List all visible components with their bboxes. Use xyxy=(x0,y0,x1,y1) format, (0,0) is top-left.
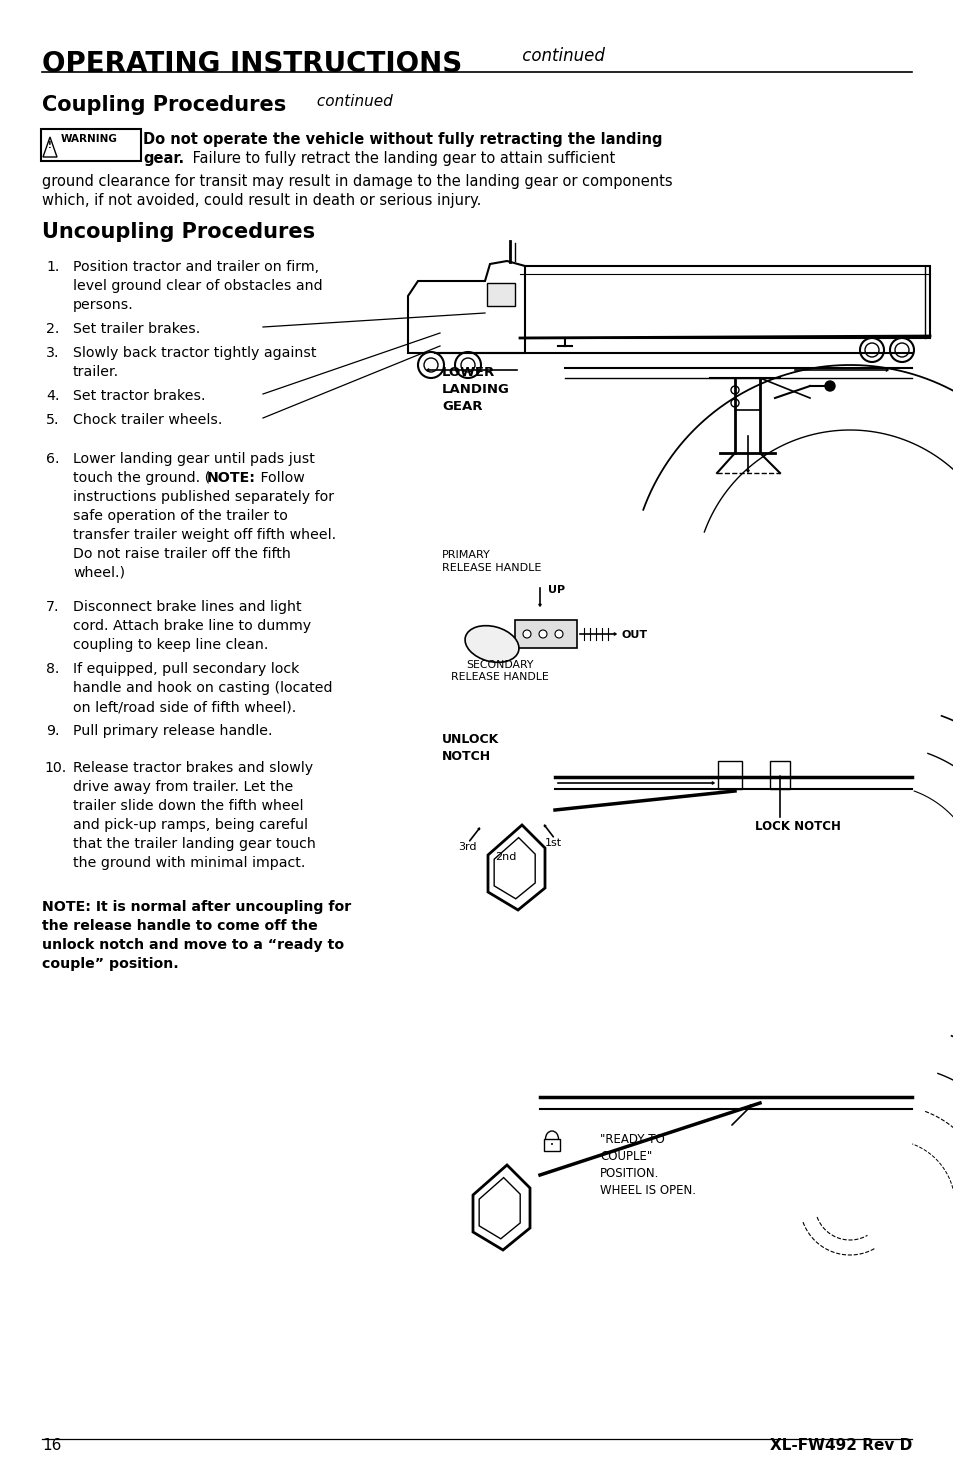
Text: which, if not avoided, could result in death or serious injury.: which, if not avoided, could result in d… xyxy=(42,193,481,208)
Text: 16: 16 xyxy=(42,1438,61,1453)
Text: NOTE:: NOTE: xyxy=(207,471,255,485)
Text: 1.: 1. xyxy=(46,260,59,274)
Circle shape xyxy=(455,353,480,378)
Text: 2nd: 2nd xyxy=(495,853,516,861)
Text: continued: continued xyxy=(312,94,393,109)
Text: Set trailer brakes.: Set trailer brakes. xyxy=(73,322,200,336)
Text: and pick-up ramps, being careful: and pick-up ramps, being careful xyxy=(73,819,308,832)
Polygon shape xyxy=(488,825,544,910)
Polygon shape xyxy=(494,838,535,898)
Circle shape xyxy=(730,386,739,394)
Circle shape xyxy=(894,344,908,357)
Circle shape xyxy=(730,400,739,407)
Text: "READY TO
COUPLE"
POSITION.
WHEEL IS OPEN.: "READY TO COUPLE" POSITION. WHEEL IS OPE… xyxy=(599,1133,696,1198)
Text: 7.: 7. xyxy=(46,600,59,614)
Text: LOWER
LANDING
GEAR: LOWER LANDING GEAR xyxy=(441,366,509,413)
Bar xyxy=(769,761,789,789)
Text: gear.: gear. xyxy=(143,150,184,165)
Text: Coupling Procedures: Coupling Procedures xyxy=(42,94,286,115)
Text: Disconnect brake lines and light: Disconnect brake lines and light xyxy=(73,600,301,614)
Text: SECONDARY
RELEASE HANDLE: SECONDARY RELEASE HANDLE xyxy=(451,659,548,683)
Text: touch the ground. (: touch the ground. ( xyxy=(73,471,210,485)
Text: 8.: 8. xyxy=(46,662,59,676)
Text: Set tractor brakes.: Set tractor brakes. xyxy=(73,389,205,403)
Circle shape xyxy=(423,358,437,372)
Text: trailer slide down the fifth wheel: trailer slide down the fifth wheel xyxy=(73,799,303,813)
Text: instructions published separately for: instructions published separately for xyxy=(73,490,334,504)
Bar xyxy=(543,1139,559,1150)
Polygon shape xyxy=(43,137,57,156)
Text: handle and hook on casting (located: handle and hook on casting (located xyxy=(73,681,333,695)
Text: 4.: 4. xyxy=(46,389,59,403)
Polygon shape xyxy=(473,1165,530,1249)
FancyBboxPatch shape xyxy=(41,128,141,161)
Text: persons.: persons. xyxy=(73,298,133,313)
Text: drive away from trailer. Let the: drive away from trailer. Let the xyxy=(73,780,293,794)
Text: 6.: 6. xyxy=(46,451,59,466)
Text: on left/road side of fifth wheel).: on left/road side of fifth wheel). xyxy=(73,701,296,714)
Text: level ground clear of obstacles and: level ground clear of obstacles and xyxy=(73,279,322,294)
Text: OPERATING INSTRUCTIONS: OPERATING INSTRUCTIONS xyxy=(42,50,462,78)
Text: coupling to keep line clean.: coupling to keep line clean. xyxy=(73,639,268,652)
Circle shape xyxy=(522,630,531,639)
Text: !: ! xyxy=(48,140,51,149)
Text: UP: UP xyxy=(547,586,564,594)
Bar xyxy=(718,761,741,789)
Text: 10.: 10. xyxy=(44,761,66,774)
Text: WARNING: WARNING xyxy=(60,134,117,145)
Text: Release tractor brakes and slowly: Release tractor brakes and slowly xyxy=(73,761,313,774)
Text: Do not operate the vehicle without fully retracting the landing: Do not operate the vehicle without fully… xyxy=(143,131,661,148)
Text: trailer.: trailer. xyxy=(73,364,119,379)
Circle shape xyxy=(417,353,443,378)
Text: Chock trailer wheels.: Chock trailer wheels. xyxy=(73,413,222,426)
Text: Lower landing gear until pads just: Lower landing gear until pads just xyxy=(73,451,314,466)
Circle shape xyxy=(824,381,834,391)
Text: Position tractor and trailer on firm,: Position tractor and trailer on firm, xyxy=(73,260,319,274)
Text: 3rd: 3rd xyxy=(457,842,476,853)
Circle shape xyxy=(460,358,475,372)
Text: 5.: 5. xyxy=(46,413,59,426)
Text: the ground with minimal impact.: the ground with minimal impact. xyxy=(73,855,305,870)
Circle shape xyxy=(555,630,562,639)
Text: 2.: 2. xyxy=(46,322,59,336)
Text: PRIMARY
RELEASE HANDLE: PRIMARY RELEASE HANDLE xyxy=(441,550,540,574)
Text: cord. Attach brake line to dummy: cord. Attach brake line to dummy xyxy=(73,620,311,633)
Text: XL-FW492 Rev D: XL-FW492 Rev D xyxy=(769,1438,911,1453)
Text: ground clearance for transit may result in damage to the landing gear or compone: ground clearance for transit may result … xyxy=(42,174,672,189)
Text: •: • xyxy=(550,1142,554,1148)
Text: Follow: Follow xyxy=(255,471,304,485)
Text: 9.: 9. xyxy=(46,724,59,738)
Text: wheel.): wheel.) xyxy=(73,566,125,580)
Text: OUT: OUT xyxy=(621,630,647,640)
Polygon shape xyxy=(408,261,524,353)
Text: continued: continued xyxy=(517,47,604,65)
Text: unlock notch and move to a “ready to: unlock notch and move to a “ready to xyxy=(42,938,344,951)
Circle shape xyxy=(889,338,913,361)
Ellipse shape xyxy=(464,625,518,662)
Circle shape xyxy=(538,630,546,639)
Text: 3.: 3. xyxy=(46,347,59,360)
Text: that the trailer landing gear touch: that the trailer landing gear touch xyxy=(73,836,315,851)
Text: Do not raise trailer off the fifth: Do not raise trailer off the fifth xyxy=(73,547,291,560)
Text: Failure to fully retract the landing gear to attain sufficient: Failure to fully retract the landing gea… xyxy=(188,150,614,165)
Text: If equipped, pull secondary lock: If equipped, pull secondary lock xyxy=(73,662,299,676)
Circle shape xyxy=(864,344,878,357)
Bar xyxy=(519,266,929,338)
Text: transfer trailer weight off fifth wheel.: transfer trailer weight off fifth wheel. xyxy=(73,528,335,541)
Text: NOTE: It is normal after uncoupling for: NOTE: It is normal after uncoupling for xyxy=(42,900,351,914)
Text: Slowly back tractor tightly against: Slowly back tractor tightly against xyxy=(73,347,316,360)
Text: the release handle to come off the: the release handle to come off the xyxy=(42,919,317,934)
Text: UNLOCK
NOTCH: UNLOCK NOTCH xyxy=(441,733,498,763)
Circle shape xyxy=(859,338,883,361)
Text: Uncoupling Procedures: Uncoupling Procedures xyxy=(42,223,314,242)
Text: couple” position.: couple” position. xyxy=(42,957,178,971)
Text: 1st: 1st xyxy=(544,838,561,848)
Polygon shape xyxy=(486,283,515,305)
Bar xyxy=(515,620,577,648)
Text: LOCK NOTCH: LOCK NOTCH xyxy=(754,820,840,833)
Polygon shape xyxy=(478,1177,519,1239)
Text: Pull primary release handle.: Pull primary release handle. xyxy=(73,724,273,738)
Text: safe operation of the trailer to: safe operation of the trailer to xyxy=(73,509,288,524)
